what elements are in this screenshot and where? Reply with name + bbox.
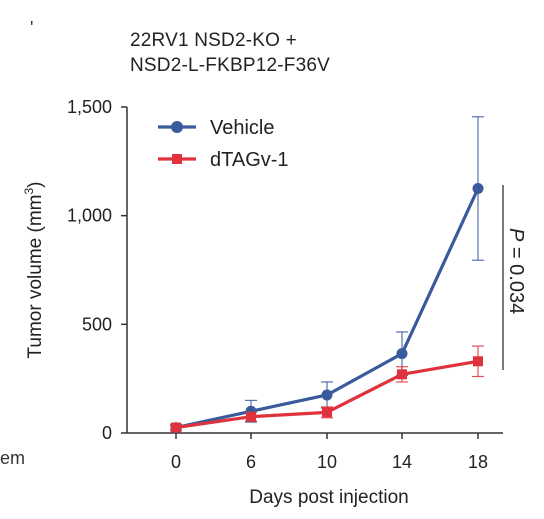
data-point (397, 369, 407, 380)
left-fragment-top: ' (30, 18, 34, 38)
p-value-number: = 0.034 (505, 241, 527, 314)
x-tick-label: 6 (246, 452, 256, 472)
y-axis-label: Tumor volume (mm3) (22, 182, 46, 359)
y-tick-label: 1,000 (67, 206, 112, 226)
left-fragment-bottom: em (0, 448, 26, 468)
y-tick-label: 0 (102, 423, 112, 443)
data-point (473, 356, 483, 367)
y-axis-label-superscript: 3 (22, 188, 36, 195)
x-axis-label: Days post injection (249, 487, 408, 508)
data-point (171, 422, 181, 433)
p-value-symbol: P (505, 228, 527, 242)
chart-title-line-2: NSD2-L-FKBP12-F36V (130, 55, 331, 76)
legend-label: dTAGv-1 (210, 149, 289, 171)
data-point (322, 407, 332, 418)
legend-label: Vehicle (210, 117, 275, 139)
annotation: P = 0.034 (502, 185, 527, 370)
data-point (472, 183, 484, 194)
x-tick-label: 0 (171, 452, 181, 472)
x-tick-label: 14 (392, 452, 412, 472)
data-point (321, 389, 333, 401)
series-markers (170, 183, 484, 434)
ticks: 0 500 1,000 1,500 0 6 10 14 18 (67, 97, 488, 472)
x-tick-label: 18 (468, 452, 488, 472)
y-tick-label: 500 (82, 314, 112, 334)
y-tick-label: 1,500 (67, 97, 112, 117)
legend-marker (172, 154, 182, 164)
legend-marker (171, 121, 183, 133)
chart-title-line-1: 22RV1 NSD2-KO + (130, 30, 297, 51)
axes (126, 107, 503, 434)
p-value-label: P = 0.034 (505, 228, 527, 314)
data-point (246, 411, 256, 422)
y-axis-label-main: Tumor volume (mm (25, 195, 46, 359)
x-tick-label: 10 (317, 452, 337, 472)
legend: Vehicle dTAGv-1 (158, 117, 289, 171)
data-point (396, 348, 408, 360)
y-axis-label-close: ) (25, 182, 46, 188)
